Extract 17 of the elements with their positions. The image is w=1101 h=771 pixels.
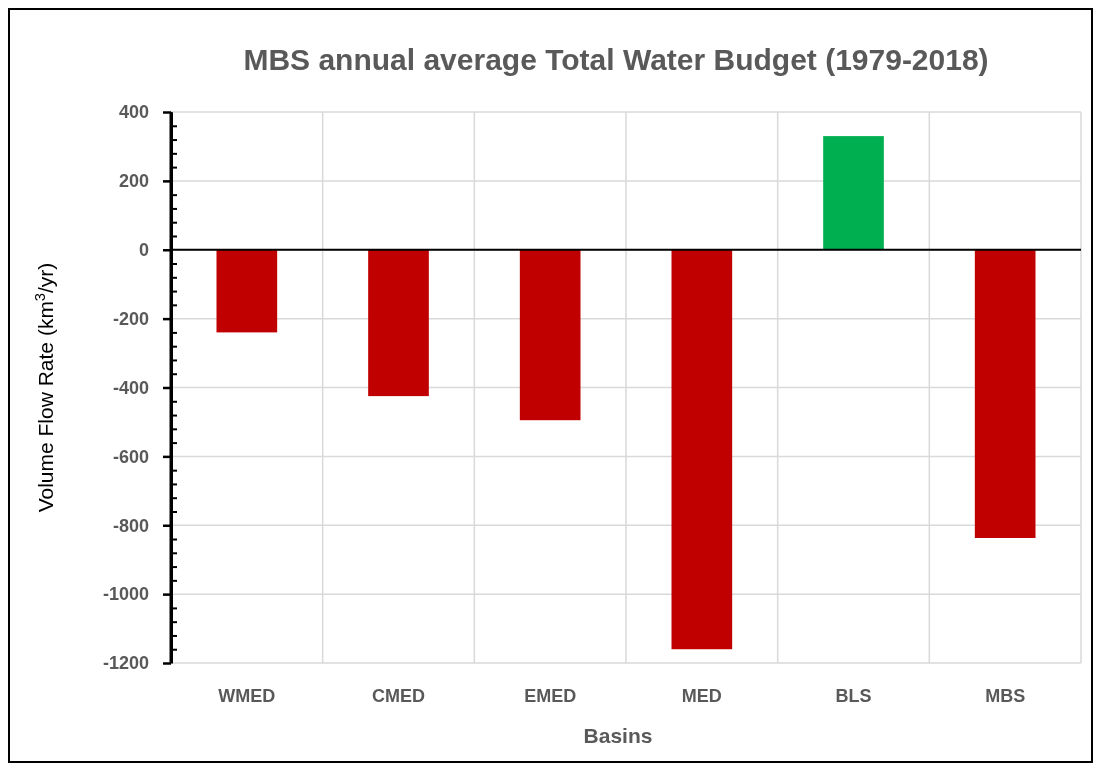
y-tick-label: 400	[118, 102, 149, 123]
y-tick-label: 0	[138, 240, 149, 261]
y-tick-label: -600	[112, 446, 149, 467]
x-axis-title: Basins	[583, 724, 653, 747]
x-tick-label: MED	[681, 686, 722, 706]
y-tick-label: -1000	[102, 584, 149, 605]
chart-title: MBS annual average Total Water Budget (1979-2018)	[243, 43, 989, 76]
x-tick-label: WMED	[218, 686, 276, 706]
x-tick-label: EMED	[524, 686, 577, 706]
x-tick-label: BLS	[835, 686, 872, 706]
y-tick-label: -1200	[102, 653, 149, 674]
y-tick-label: -400	[112, 377, 149, 398]
y-tick-label: -200	[112, 308, 149, 329]
x-tick-label: CMED	[372, 686, 425, 706]
y-tick-label: -800	[112, 515, 149, 536]
x-tick-label: MBS	[985, 686, 1026, 706]
y-tick-label: 200	[118, 171, 149, 192]
